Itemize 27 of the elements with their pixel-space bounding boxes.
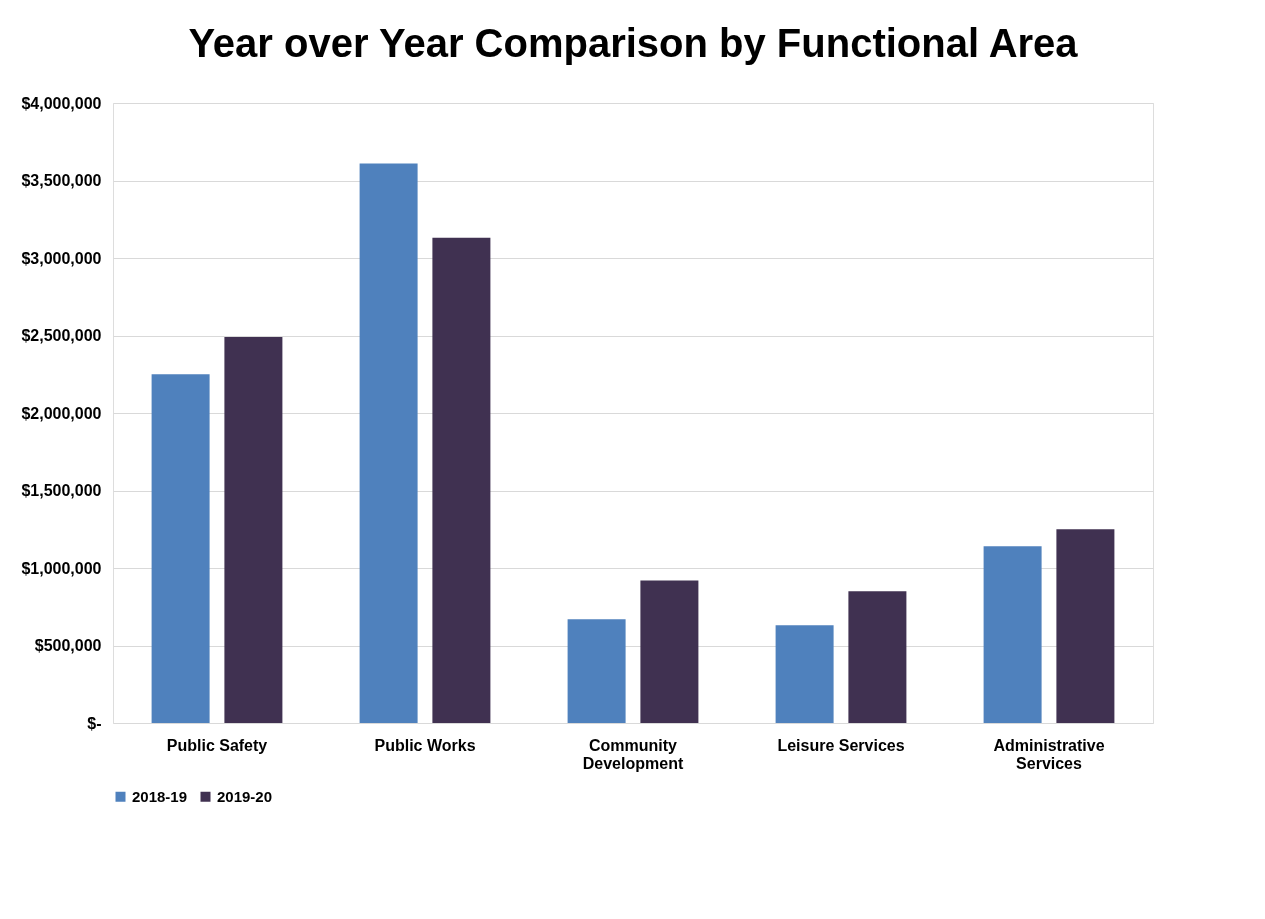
bar <box>359 163 418 723</box>
y-tick-label: $3,000,000 <box>21 249 102 267</box>
bar <box>640 580 699 723</box>
y-tick-label: $2,000,000 <box>21 404 102 422</box>
bar <box>1056 529 1115 723</box>
bar <box>224 337 283 723</box>
x-tick-label: Leisure Services <box>777 736 905 754</box>
y-tick-label: $500,000 <box>34 637 102 654</box>
chart-title: Year over Year Comparison by Functional Area <box>188 21 1079 65</box>
legend-label: 2019-20 <box>217 787 273 805</box>
bar <box>848 591 907 723</box>
y-tick-label: $2,500,000 <box>21 327 102 344</box>
bar <box>567 619 626 723</box>
bar <box>775 625 834 723</box>
x-tick-label: Public Works <box>374 736 476 754</box>
x-tick-label: Community Development <box>582 736 684 772</box>
x-tick-label: Public Safety <box>166 736 268 754</box>
y-tick-label: $4,000,000 <box>21 94 102 112</box>
x-tick-label: Administrative Services <box>993 736 1105 772</box>
y-tick-label: $3,500,000 <box>21 172 102 189</box>
y-tick-label: $1,000,000 <box>21 559 102 577</box>
y-tick-label: $- <box>87 714 102 732</box>
bar <box>151 374 210 723</box>
bar <box>983 546 1042 723</box>
legend-label: 2018-19 <box>132 787 188 805</box>
bar <box>432 237 491 723</box>
y-tick-label: $1,500,000 <box>21 482 102 499</box>
